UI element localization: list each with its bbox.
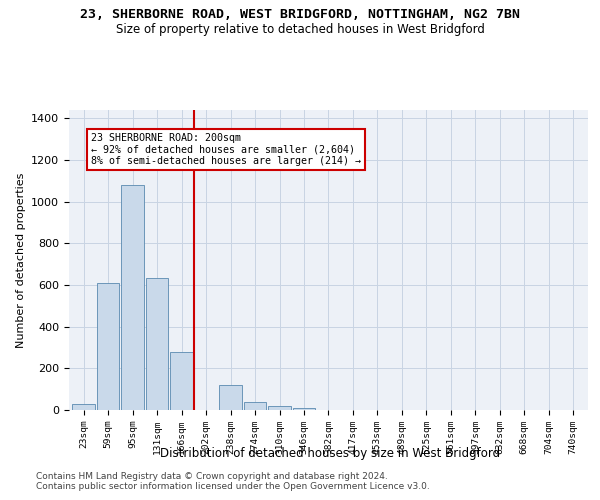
Bar bbox=[121, 185, 144, 410]
Bar bbox=[73, 404, 95, 410]
Bar bbox=[268, 406, 291, 410]
Text: Contains HM Land Registry data © Crown copyright and database right 2024.: Contains HM Land Registry data © Crown c… bbox=[36, 472, 388, 481]
Text: Size of property relative to detached houses in West Bridgford: Size of property relative to detached ho… bbox=[116, 22, 484, 36]
Bar bbox=[146, 278, 169, 410]
Bar bbox=[244, 402, 266, 410]
Text: 23, SHERBORNE ROAD, WEST BRIDGFORD, NOTTINGHAM, NG2 7BN: 23, SHERBORNE ROAD, WEST BRIDGFORD, NOTT… bbox=[80, 8, 520, 20]
Bar bbox=[220, 385, 242, 410]
Bar bbox=[170, 352, 193, 410]
Bar bbox=[293, 408, 315, 410]
Text: Contains public sector information licensed under the Open Government Licence v3: Contains public sector information licen… bbox=[36, 482, 430, 491]
Text: 23 SHERBORNE ROAD: 200sqm
← 92% of detached houses are smaller (2,604)
8% of sem: 23 SHERBORNE ROAD: 200sqm ← 92% of detac… bbox=[91, 133, 361, 166]
Y-axis label: Number of detached properties: Number of detached properties bbox=[16, 172, 26, 348]
Bar bbox=[97, 283, 119, 410]
Text: Distribution of detached houses by size in West Bridgford: Distribution of detached houses by size … bbox=[160, 448, 500, 460]
